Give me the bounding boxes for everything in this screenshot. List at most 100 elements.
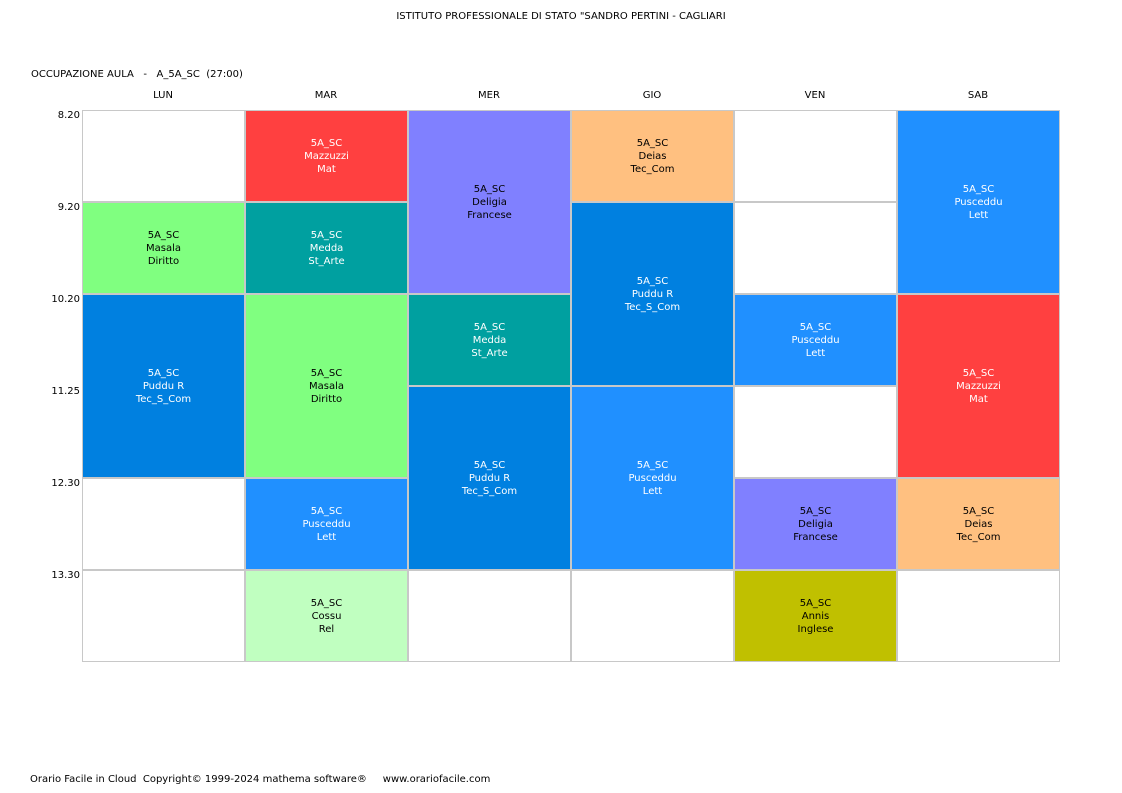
lesson-block[interactable]: 5A_SC Deligia Francese <box>408 110 571 294</box>
lesson-subject: Tec_S_Com <box>461 485 518 497</box>
lesson-block[interactable]: 5A_SC Masala Diritto <box>82 202 245 294</box>
lesson-subject: St_Arte <box>471 347 508 359</box>
lesson-block[interactable]: 5A_SC Medda St_Arte <box>245 202 408 294</box>
lesson-block[interactable]: 5A_SC Puddu R Tec_S_Com <box>408 386 571 570</box>
time-label: 10.20 <box>51 294 80 305</box>
lesson-class: 5A_SC <box>310 597 343 609</box>
day-header-gio: GIO <box>642 90 662 101</box>
time-label: 12.30 <box>51 478 80 489</box>
lesson-class: 5A_SC <box>636 459 669 471</box>
lesson-subject: Mat <box>969 393 988 405</box>
day-header-lun: LUN <box>153 90 173 101</box>
lesson-block[interactable]: 5A_SC Annis Inglese <box>734 570 897 662</box>
time-label: 9.20 <box>57 202 80 213</box>
empty-slot <box>734 386 897 478</box>
empty-slot <box>82 570 245 662</box>
lesson-subject: Tec_Com <box>630 163 675 175</box>
lesson-block[interactable]: 5A_SC Cossu Rel <box>245 570 408 662</box>
lesson-teacher: Pusceddu <box>791 334 840 346</box>
lesson-block[interactable]: 5A_SC Puddu R Tec_S_Com <box>82 294 245 478</box>
lesson-class: 5A_SC <box>473 459 506 471</box>
lesson-class: 5A_SC <box>310 505 343 517</box>
lesson-class: 5A_SC <box>310 367 343 379</box>
lesson-subject: Tec_Com <box>956 531 1001 543</box>
lesson-teacher: Masala <box>146 242 181 254</box>
day-header-sab: SAB <box>967 90 989 101</box>
lesson-teacher: Puddu R <box>142 380 185 392</box>
lesson-subject: Rel <box>318 623 335 635</box>
lesson-teacher: Medda <box>309 242 344 254</box>
lesson-subject: Mat <box>317 163 336 175</box>
lesson-teacher: Annis <box>801 610 830 622</box>
lesson-block[interactable]: 5A_SC Puddu R Tec_S_Com <box>571 202 734 386</box>
website-link[interactable]: www.orariofacile.com <box>382 774 491 785</box>
lesson-teacher: Puddu R <box>631 288 674 300</box>
lesson-subject: Tec_S_Com <box>135 393 192 405</box>
lesson-block[interactable]: 5A_SC Pusceddu Lett <box>571 386 734 570</box>
lesson-class: 5A_SC <box>636 137 669 149</box>
lesson-block[interactable]: 5A_SC Pusceddu Lett <box>734 294 897 386</box>
lesson-class: 5A_SC <box>473 183 506 195</box>
empty-slot <box>82 478 245 570</box>
lesson-teacher: Puddu R <box>468 472 511 484</box>
empty-slot <box>571 570 734 662</box>
time-label: 8.20 <box>57 110 80 121</box>
lesson-subject: Tec_S_Com <box>624 301 681 313</box>
empty-slot <box>734 202 897 294</box>
day-header-mar: MAR <box>314 90 338 101</box>
lesson-block[interactable]: 5A_SC Mazzuzzi Mat <box>897 294 1060 478</box>
lesson-subject: Lett <box>805 347 826 359</box>
lesson-class: 5A_SC <box>310 137 343 149</box>
empty-slot <box>82 110 245 202</box>
copyright-text: Orario Facile in Cloud Copyright© 1999-2… <box>30 774 367 785</box>
lesson-teacher: Mazzuzzi <box>956 380 1001 392</box>
lesson-block[interactable]: 5A_SC Deias Tec_Com <box>897 478 1060 570</box>
lesson-teacher: Cossu <box>311 610 342 622</box>
lesson-subject: Francese <box>793 531 838 543</box>
lesson-class: 5A_SC <box>147 229 180 241</box>
lesson-block[interactable]: 5A_SC Pusceddu Lett <box>245 478 408 570</box>
lesson-class: 5A_SC <box>799 321 832 333</box>
lesson-class: 5A_SC <box>147 367 180 379</box>
lesson-class: 5A_SC <box>636 275 669 287</box>
lesson-class: 5A_SC <box>962 367 995 379</box>
room-occupancy-heading: OCCUPAZIONE AULA - A_5A_SC (27:00) <box>31 69 243 80</box>
lesson-teacher: Mazzuzzi <box>304 150 349 162</box>
day-header-ven: VEN <box>804 90 826 101</box>
empty-slot <box>897 570 1060 662</box>
empty-slot <box>734 110 897 202</box>
time-label: 11.25 <box>51 386 80 397</box>
lesson-teacher: Deias <box>964 518 993 530</box>
lesson-class: 5A_SC <box>799 505 832 517</box>
lesson-teacher: Deligia <box>472 196 507 208</box>
lesson-class: 5A_SC <box>310 229 343 241</box>
day-header-mer: MER <box>478 90 500 101</box>
lesson-block[interactable]: 5A_SC Masala Diritto <box>245 294 408 478</box>
lesson-teacher: Deligia <box>798 518 833 530</box>
school-title: ISTITUTO PROFESSIONALE DI STATO "SANDRO … <box>396 11 726 22</box>
lesson-teacher: Pusceddu <box>302 518 351 530</box>
lesson-block[interactable]: 5A_SC Pusceddu Lett <box>897 110 1060 294</box>
lesson-class: 5A_SC <box>473 321 506 333</box>
lesson-subject: St_Arte <box>308 255 345 267</box>
lesson-teacher: Pusceddu <box>628 472 677 484</box>
lesson-teacher: Deias <box>638 150 667 162</box>
lesson-block[interactable]: 5A_SC Deias Tec_Com <box>571 110 734 202</box>
lesson-block[interactable]: 5A_SC Medda St_Arte <box>408 294 571 386</box>
lesson-teacher: Pusceddu <box>954 196 1003 208</box>
lesson-subject: Diritto <box>310 393 343 405</box>
footer: Orario Facile in Cloud Copyright© 1999-2… <box>30 774 490 785</box>
empty-slot <box>408 570 571 662</box>
lesson-subject: Lett <box>642 485 663 497</box>
lesson-subject: Inglese <box>797 623 834 635</box>
time-label: 13.30 <box>51 570 80 581</box>
lesson-subject: Diritto <box>147 255 180 267</box>
lesson-block[interactable]: 5A_SC Mazzuzzi Mat <box>245 110 408 202</box>
lesson-block[interactable]: 5A_SC Deligia Francese <box>734 478 897 570</box>
lesson-subject: Lett <box>316 531 337 543</box>
lesson-class: 5A_SC <box>962 183 995 195</box>
lesson-subject: Lett <box>968 209 989 221</box>
lesson-subject: Francese <box>467 209 512 221</box>
lesson-class: 5A_SC <box>799 597 832 609</box>
timetable-grid: 5A_SC Masala Diritto 5A_SC Puddu R Tec_S_Com 5… <box>82 110 1061 662</box>
